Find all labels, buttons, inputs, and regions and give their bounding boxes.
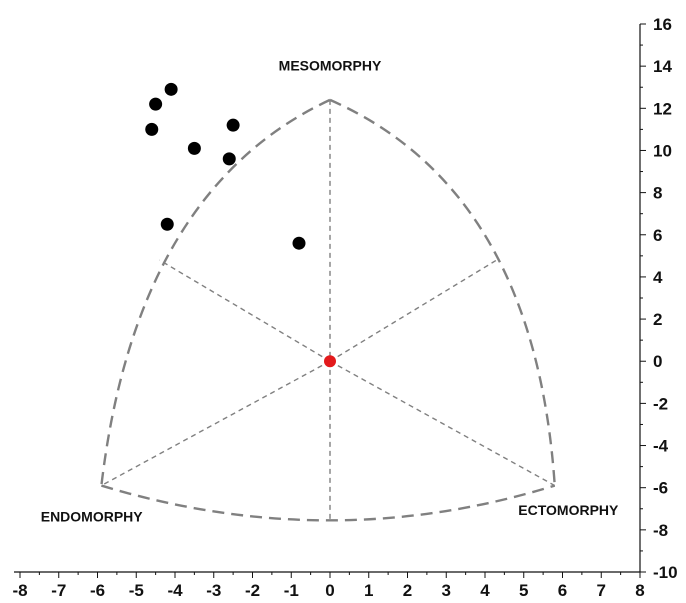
label-ectomorphy: ECTOMORPHY	[518, 502, 619, 518]
x-tick-label: -3	[206, 581, 221, 600]
guide-to-right-arc-mid	[329, 259, 497, 362]
y-tick-label: 6	[653, 226, 662, 245]
x-tick-label: 0	[325, 581, 334, 600]
y-tick-label: 12	[653, 99, 672, 118]
label-mesomorphy: MESOMORPHY	[279, 57, 382, 73]
x-tick-label: 5	[519, 581, 528, 600]
guide-to-left-vertex	[101, 360, 331, 487]
y-tick-label: -8	[653, 521, 668, 540]
data-point	[187, 141, 201, 155]
guide-to-right-vertex	[329, 360, 556, 487]
x-tick-label: 6	[558, 581, 567, 600]
y-tick-label: -10	[653, 563, 678, 582]
x-tick-label: 2	[403, 581, 412, 600]
data-point	[160, 217, 174, 231]
x-tick-label: -7	[51, 581, 66, 600]
label-endomorphy: ENDOMORPHY	[41, 508, 144, 524]
y-tick-label: 10	[653, 141, 672, 160]
x-tick-label: -1	[284, 581, 299, 600]
y-tick-label: 0	[653, 352, 662, 371]
data-point	[222, 152, 236, 166]
x-tick-label: -8	[12, 581, 27, 600]
x-tick-label: 4	[480, 581, 490, 600]
data-point	[145, 122, 159, 136]
x-tick-label: -5	[129, 581, 144, 600]
data-point	[149, 97, 163, 111]
y-tick-label: 4	[653, 268, 663, 287]
somatochart-arc-right	[329, 98, 556, 486]
x-tick-label: 1	[364, 581, 373, 600]
x-tick-label: -6	[90, 581, 105, 600]
y-tick-label: -4	[653, 437, 669, 456]
x-tick-label: -2	[245, 581, 260, 600]
y-tick-label: 16	[653, 15, 672, 34]
y-tick-label: 14	[653, 57, 672, 76]
somatochart-arc-bottom	[101, 484, 556, 522]
x-tick-label: 3	[442, 581, 451, 600]
x-tick-label: 7	[597, 581, 606, 600]
y-tick-label: 8	[653, 184, 662, 203]
x-tick-label: -4	[167, 581, 183, 600]
y-tick-label: -6	[653, 479, 668, 498]
origin-point	[324, 355, 336, 368]
guide-to-left-arc-mid	[159, 259, 331, 362]
data-point	[226, 118, 240, 132]
x-tick-label: 8	[635, 581, 644, 600]
y-tick-label: -2	[653, 394, 668, 413]
data-point	[164, 82, 178, 96]
somatochart-arc-left	[100, 98, 331, 486]
data-point	[292, 236, 306, 250]
y-tick-label: 2	[653, 310, 662, 329]
